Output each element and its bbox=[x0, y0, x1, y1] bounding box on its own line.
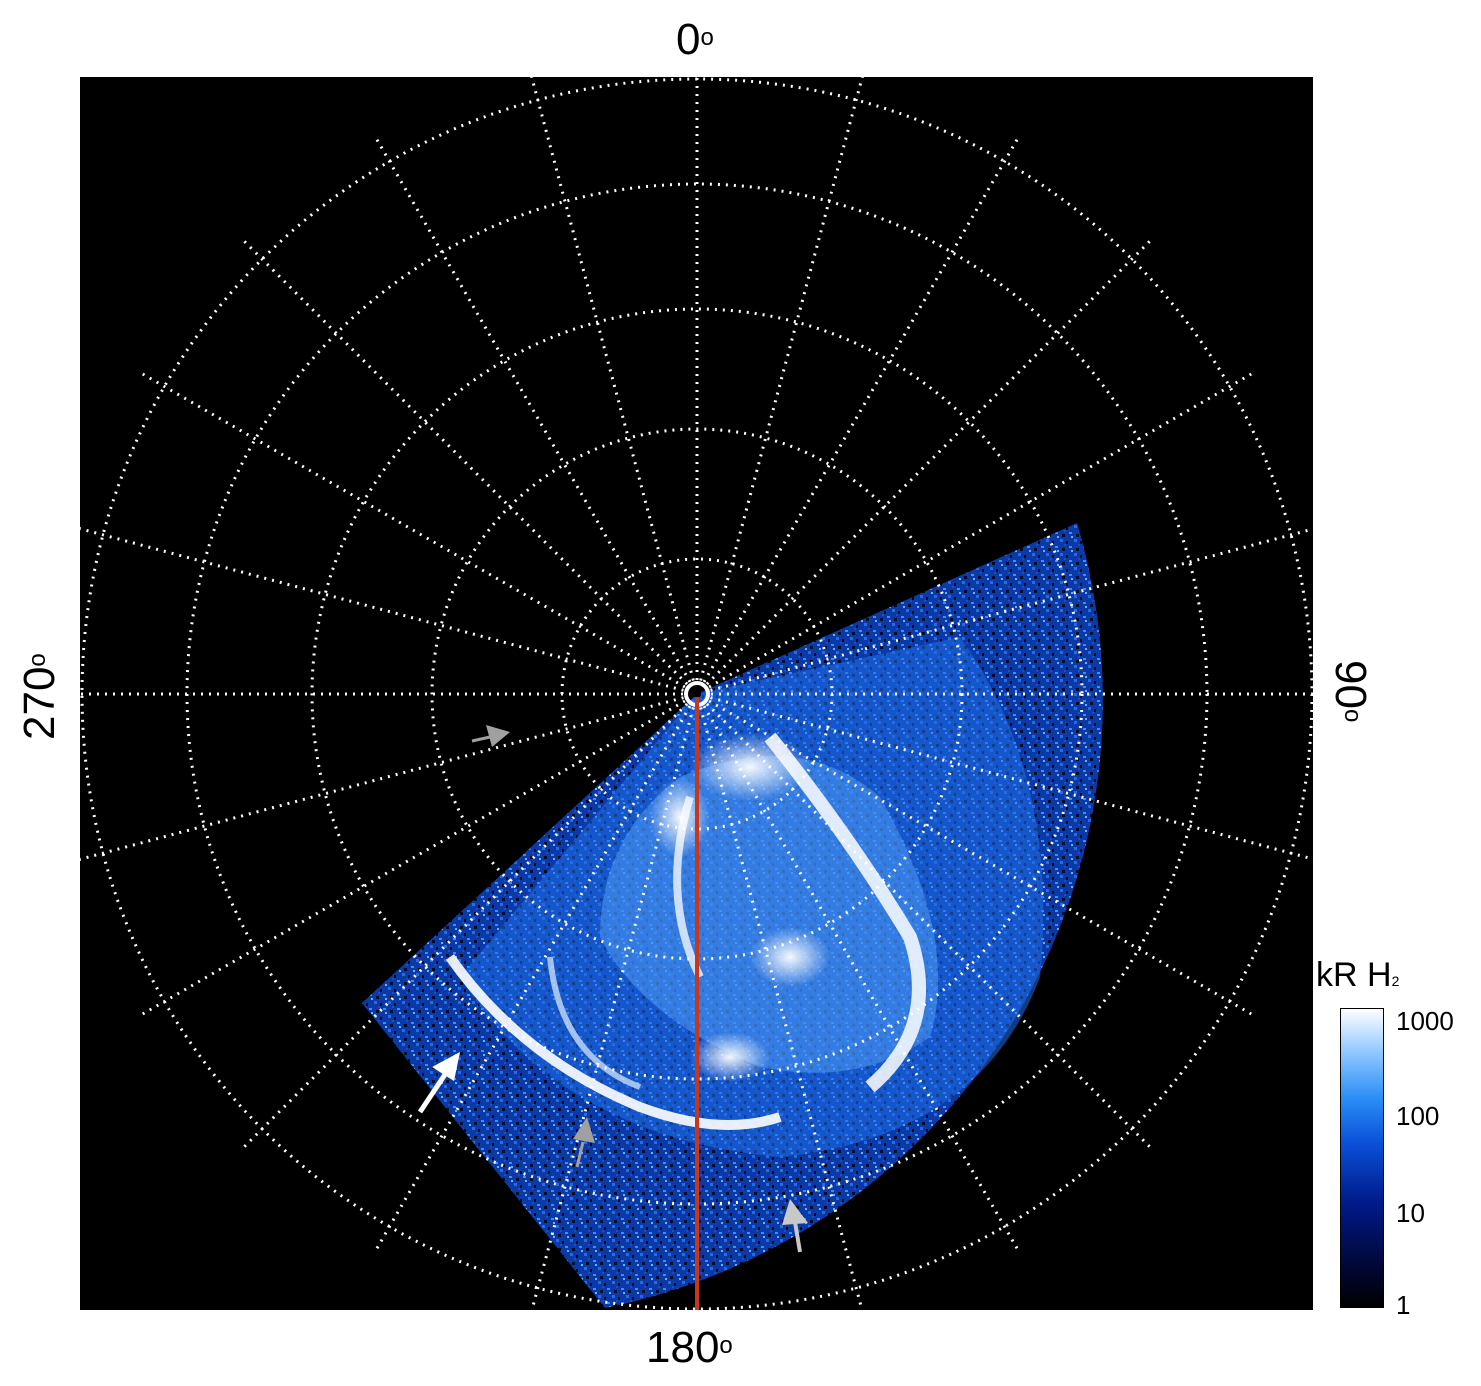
white-arrow-icon bbox=[417, 1052, 460, 1114]
meridian-line bbox=[705, 702, 1151, 1148]
meridian-line bbox=[530, 707, 695, 1310]
main-auroral-oval-arc bbox=[445, 954, 782, 1130]
dusk-auroral-arc bbox=[764, 732, 926, 1093]
meridian-line bbox=[243, 240, 689, 686]
meridian-line bbox=[705, 240, 1151, 686]
meridian-line bbox=[710, 696, 1313, 861]
meridian-line bbox=[710, 527, 1313, 692]
meridian-line bbox=[141, 699, 686, 1016]
meridian-line bbox=[708, 372, 1253, 689]
meridian-line bbox=[708, 699, 1253, 1016]
pole-marker-inner bbox=[693, 690, 701, 698]
colorbar-title: kR H2 bbox=[1316, 956, 1400, 994]
meridian-line bbox=[699, 77, 864, 681]
longitude-label-180: 180o bbox=[646, 1323, 733, 1372]
longitude-label-0: 0o bbox=[676, 15, 714, 64]
colorbar-tick-label: 1000 bbox=[1396, 1006, 1454, 1036]
aurora-inner-region bbox=[460, 637, 1044, 1157]
meridian-line bbox=[702, 138, 1019, 683]
longitude-grid bbox=[80, 77, 1313, 1310]
gray-arrow-icon bbox=[471, 725, 510, 747]
meridian-line bbox=[375, 705, 692, 1250]
meridian-line bbox=[702, 705, 1019, 1250]
colorbar bbox=[1340, 1008, 1384, 1308]
gray-arrow-icon bbox=[573, 1117, 595, 1168]
gray-arrow-icon bbox=[782, 1199, 808, 1253]
longitude-label-90: 90o bbox=[1326, 660, 1375, 723]
aurora-bright-spot bbox=[690, 733, 810, 801]
longitude-label-270: 270o bbox=[15, 653, 64, 740]
meridian-line bbox=[141, 372, 686, 689]
polar-aurora-image bbox=[80, 77, 1313, 1310]
colorbar-tick-label: 100 bbox=[1396, 1101, 1440, 1131]
colorbar-tick-label: 1 bbox=[1396, 1290, 1411, 1320]
meridian-line bbox=[699, 707, 864, 1310]
meridian-line bbox=[80, 527, 684, 692]
meridian-line bbox=[530, 77, 695, 681]
aurora-bright-spot bbox=[690, 1032, 770, 1082]
polar-aurora-map bbox=[80, 77, 1313, 1310]
meridian-line bbox=[375, 138, 692, 683]
aurora-bright-spot bbox=[650, 777, 710, 857]
inner-auroral-loop bbox=[547, 956, 642, 1090]
meridian-line bbox=[80, 696, 684, 861]
aurora-bright-spot bbox=[750, 927, 830, 987]
colorbar-tick-label: 10 bbox=[1396, 1198, 1425, 1228]
meridian-line bbox=[243, 702, 689, 1148]
